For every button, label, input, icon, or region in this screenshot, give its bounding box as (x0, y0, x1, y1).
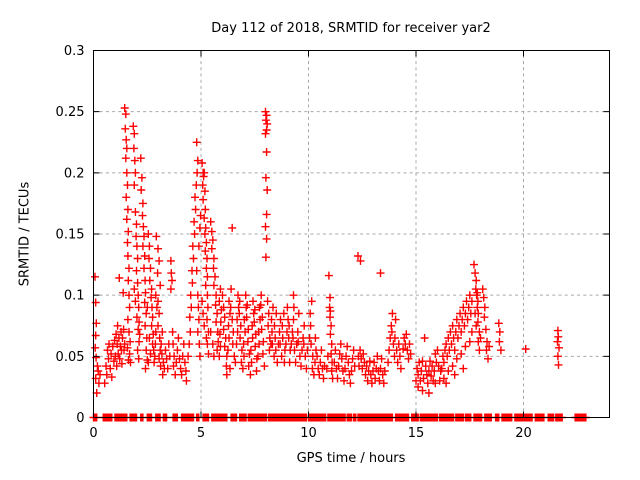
y-tick-label: 0.2 (64, 166, 85, 181)
x-tick-label: 0 (89, 426, 97, 441)
chart-title: Day 112 of 2018, SRMTID for receiver yar… (211, 21, 491, 36)
x-tick-label: 10 (300, 426, 317, 441)
y-tick-label: 0.25 (56, 105, 85, 120)
x-tick-label: 5 (197, 426, 205, 441)
data-points (89, 104, 590, 422)
tick-marks (93, 50, 610, 418)
y-tick-label: 0.1 (64, 289, 85, 304)
y-axis-label: SRMTID / TECUs (17, 181, 33, 287)
y-tick-label: 0.15 (56, 228, 85, 243)
y-tick-label: 0 (76, 411, 84, 426)
y-tick-label: 0.05 (56, 350, 85, 365)
x-tick-label: 20 (515, 426, 532, 441)
x-axis-label: GPS time / hours (296, 451, 406, 466)
x-tick-label: 15 (408, 426, 425, 441)
y-tick-label: 0.3 (64, 44, 85, 59)
